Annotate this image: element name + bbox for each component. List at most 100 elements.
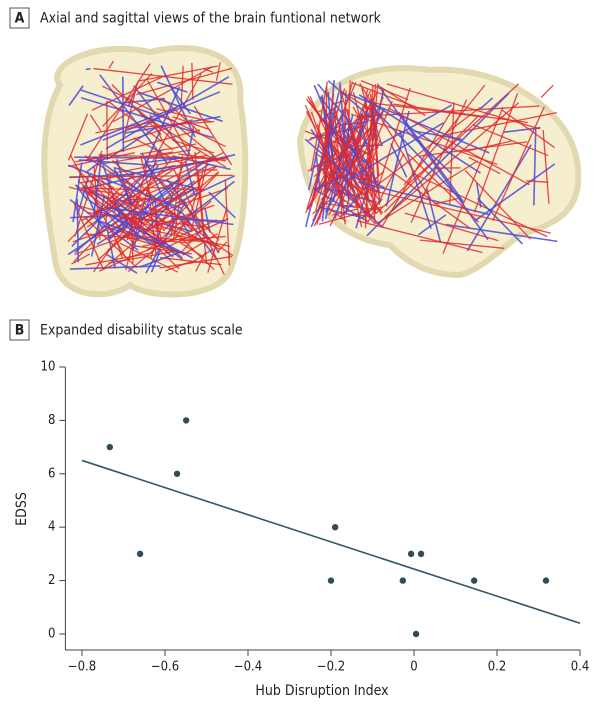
network-edge: [381, 107, 455, 227]
network-edge: [445, 223, 558, 243]
network-edge: [159, 179, 220, 241]
y-tick-label: 2: [48, 573, 55, 588]
point: [407, 550, 415, 558]
point: [106, 443, 114, 451]
network-edge: [344, 136, 470, 229]
network-edge: [191, 62, 194, 100]
network-edge: [419, 239, 505, 249]
network-edge: [390, 143, 408, 178]
network-edge: [308, 133, 322, 191]
network-edge: [405, 130, 452, 174]
network-edge: [358, 94, 481, 174]
network-edge: [76, 204, 165, 230]
network-edge: [68, 85, 84, 106]
network-edge: [77, 180, 97, 197]
network-edge: [86, 155, 109, 173]
network-edge: [542, 129, 550, 204]
network-edge: [501, 109, 555, 149]
network-edge: [417, 214, 447, 236]
network-edge: [315, 151, 321, 190]
point: [412, 630, 420, 638]
network-edge: [76, 199, 79, 263]
network-edge: [178, 153, 227, 162]
point: [542, 577, 550, 584]
network-edge: [228, 252, 231, 260]
network-edge: [106, 212, 194, 259]
network-edge: [105, 206, 234, 226]
network-edge: [80, 106, 178, 146]
network-edge: [350, 113, 498, 166]
network-edge: [173, 169, 225, 276]
network-edge: [398, 111, 464, 202]
network-edge: [341, 193, 361, 217]
network-edge: [107, 165, 218, 251]
network-edge: [373, 102, 484, 118]
network-edge: [367, 153, 405, 222]
network-edge: [533, 127, 537, 206]
point: [136, 550, 144, 558]
network-edge: [173, 123, 219, 161]
network-edge: [324, 86, 328, 188]
network-edge: [88, 199, 153, 245]
network-edge: [372, 106, 481, 190]
network-edge: [154, 212, 177, 225]
network-edge: [143, 165, 216, 196]
network-edge: [184, 160, 196, 196]
network-edge: [325, 205, 347, 222]
network-edge: [160, 65, 196, 138]
network-edge: [449, 102, 455, 204]
network-edge: [108, 60, 114, 69]
network-edge: [81, 151, 224, 222]
network-edge: [131, 194, 152, 251]
network-edge: [162, 172, 219, 232]
x-tick-label: 0.4: [571, 660, 590, 675]
network-edge: [111, 160, 194, 232]
network-edge: [140, 217, 154, 229]
network-edge: [540, 84, 554, 98]
network-edge: [78, 175, 142, 230]
network-edge: [492, 106, 545, 221]
network-edge: [127, 200, 212, 273]
x-tick-label: 0: [410, 660, 417, 675]
network-edge: [358, 181, 491, 216]
network-edge: [468, 156, 501, 175]
point: [331, 523, 339, 531]
network-edge: [86, 212, 210, 229]
x-axis-title: Hub Disruption Index: [255, 683, 389, 699]
network-edge: [375, 160, 479, 225]
y-tick-label: 6: [48, 466, 55, 481]
x-tick-label: −0.2: [317, 660, 345, 675]
network-edge: [161, 97, 201, 134]
network-edge: [360, 79, 409, 101]
network-edge: [85, 252, 153, 266]
network-edge: [404, 212, 499, 242]
network-edge: [359, 83, 432, 200]
y-tick-label: 8: [48, 413, 55, 428]
network-edge: [372, 107, 465, 204]
plot: 0 2 4 6 8 10 −0.8 −0.6 −0.4 −0.2 0 0.2 0.4: [41, 360, 590, 675]
panel-label: A: [15, 11, 25, 27]
network-edge: [136, 67, 233, 96]
network-edge: [73, 202, 105, 270]
point: [399, 577, 406, 584]
network-edge: [84, 216, 138, 269]
network-edge: [93, 165, 175, 216]
network-edge: [336, 136, 370, 215]
network-edge: [190, 180, 235, 215]
network-edge: [446, 112, 558, 136]
fit-line: [81, 459, 581, 625]
network-edge: [155, 149, 191, 157]
network-edge: [346, 108, 371, 216]
network-edge: [387, 107, 530, 186]
network-edge: [442, 107, 504, 254]
network-edge: [122, 76, 125, 153]
network-edge: [224, 179, 231, 266]
network-edge: [307, 152, 339, 172]
y-tick-label: 10: [41, 360, 56, 375]
network-edges: [67, 60, 558, 276]
network-edge: [102, 72, 153, 127]
x-tick-label: −0.8: [68, 660, 96, 675]
network-edge: [67, 172, 136, 243]
network-edge: [106, 230, 116, 269]
